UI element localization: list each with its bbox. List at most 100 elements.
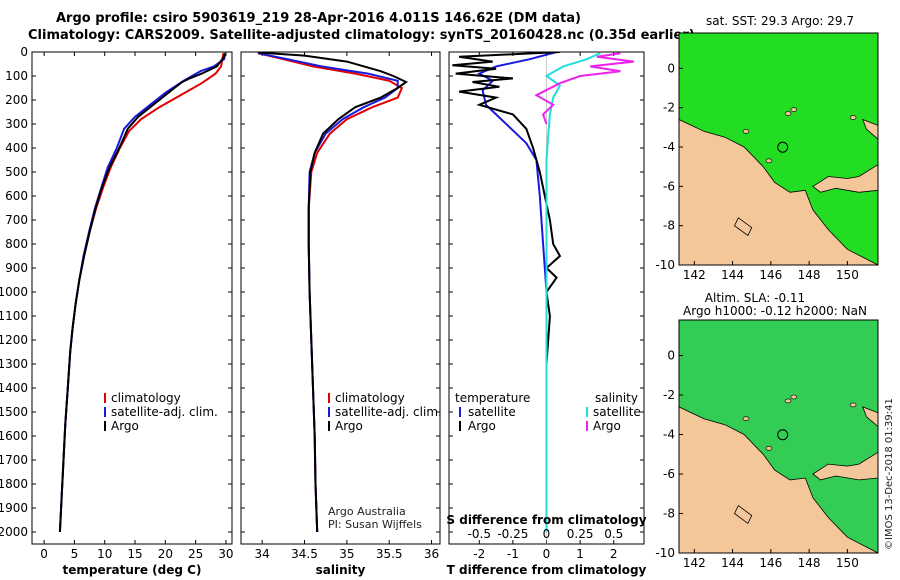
diff-legend-label: satellite xyxy=(593,405,641,419)
temperature-xtick-label: 25 xyxy=(188,547,203,561)
sst-land-0 xyxy=(679,119,878,265)
depth-tick-label: 1100 xyxy=(0,309,28,323)
figure-title-line2: Climatology: CARS2009. Satellite-adjuste… xyxy=(28,28,695,43)
depth-tick-label: 1900 xyxy=(0,501,28,515)
imos-timestamp: ©IMOS 13-Dec-2018 01:39:41 xyxy=(884,398,895,550)
sst-xtick-label: 150 xyxy=(836,268,859,282)
sst-ytick-label: -10 xyxy=(655,258,675,272)
sst-island xyxy=(790,107,798,112)
salinity-xtick-label: 34 xyxy=(255,547,270,561)
sla-xtick-label: 146 xyxy=(759,556,782,570)
sst-land-1 xyxy=(812,164,878,193)
temperature-axis-label: temperature (deg C) xyxy=(63,563,202,577)
depth-tick-label: 100 xyxy=(5,69,28,83)
temperature-xtick-label: 10 xyxy=(97,547,112,561)
depth-tick-label: 1400 xyxy=(0,381,28,395)
series-line-argo xyxy=(58,53,226,533)
figure-title-line1: Argo profile: csiro 5903619_219 28-Apr-2… xyxy=(56,11,581,26)
depth-tick-label: 600 xyxy=(5,189,28,203)
salinity-xtick-label: 35 xyxy=(339,547,354,561)
sst-land-3 xyxy=(733,217,753,237)
sla-ytick-label: 0 xyxy=(667,349,675,363)
sla-land-2 xyxy=(862,406,878,428)
sdiff-xtick-label: -0.25 xyxy=(497,527,528,541)
sla-argo-position-marker xyxy=(777,429,789,441)
sst-argo-position-marker xyxy=(777,141,789,153)
sst-xtick-label: 142 xyxy=(683,268,706,282)
depth-tick-label: 700 xyxy=(5,213,28,227)
temperature-series-group xyxy=(58,53,227,533)
temperature-xtick-label: 20 xyxy=(158,547,173,561)
map-layer xyxy=(678,32,879,554)
salinity-xtick-label: 36 xyxy=(424,547,439,561)
depth-tick-label: 2000 xyxy=(0,525,28,539)
sst-map-group xyxy=(679,107,878,265)
depth-tick-label: 1800 xyxy=(0,477,28,491)
difference-xtick-label: -1 xyxy=(507,547,519,561)
salinity-legend-label: climatology xyxy=(335,391,405,405)
sla-island xyxy=(790,394,798,400)
diff-legend-label: Argo xyxy=(593,419,621,433)
sdiff-xtick-label: 0 xyxy=(543,527,551,541)
sst-island xyxy=(784,111,792,116)
depth-tick-label: 300 xyxy=(5,117,28,131)
sla-frame xyxy=(678,319,879,554)
diff-legend-title-s: salinity xyxy=(595,391,638,405)
sla-ytick-label: -8 xyxy=(663,507,675,521)
sst-ytick-label: 0 xyxy=(667,61,675,75)
temperature-xtick-label: 30 xyxy=(218,547,233,561)
sst-map-title: sat. SST: 29.3 Argo: 29.7 xyxy=(706,14,854,28)
series-line-s-argo xyxy=(534,52,635,125)
sdiff-xtick-label: 0.5 xyxy=(604,527,623,541)
sla-land-0 xyxy=(679,406,878,553)
depth-tick-label: 500 xyxy=(5,165,28,179)
credit-line-1: Argo Australia xyxy=(328,505,406,518)
sdiff-axis-label: S difference from climatology xyxy=(446,513,646,527)
sst-ytick-label: -4 xyxy=(663,140,675,154)
sla-xtick-label: 142 xyxy=(683,556,706,570)
depth-tick-label: 0 xyxy=(20,45,28,59)
temperature-frame xyxy=(31,51,233,545)
depth-tick-label: 1600 xyxy=(0,429,28,443)
sst-xtick-label: 144 xyxy=(721,268,744,282)
temperature-legend-label: Argo xyxy=(111,419,139,433)
sst-frame xyxy=(678,32,879,266)
salinity-xtick-label: 34.5 xyxy=(291,547,318,561)
text-layer: 0100200300400500600700800900100011001200… xyxy=(0,14,867,577)
sla-ytick-label: -6 xyxy=(663,467,675,481)
sst-ytick-label: -2 xyxy=(663,101,675,115)
series-line-argo xyxy=(257,52,409,533)
sla-ytick-label: -10 xyxy=(655,546,675,560)
sla-map-title-2: Argo h1000: -0.12 h2000: NaN xyxy=(683,304,867,318)
sla-land-3 xyxy=(733,504,753,525)
credit-line-2: PI: Susan Wijffels xyxy=(328,518,422,531)
sla-island xyxy=(784,398,792,404)
temperature-legend-label: satellite-adj. clim. xyxy=(111,405,218,419)
depth-tick-label: 1300 xyxy=(0,357,28,371)
temperature-xtick-label: 15 xyxy=(127,547,142,561)
temperature-legend-label: climatology xyxy=(111,391,181,405)
salinity-xtick-label: 35.5 xyxy=(376,547,403,561)
depth-tick-label: 800 xyxy=(5,237,28,251)
difference-xtick-label: 2 xyxy=(610,547,618,561)
sla-map-title-1: Altim. SLA: -0.11 xyxy=(705,291,805,305)
sst-ytick-label: -6 xyxy=(663,179,675,193)
sla-ytick-label: -4 xyxy=(663,428,675,442)
sst-land-2 xyxy=(862,118,878,140)
depth-tick-label: 900 xyxy=(5,261,28,275)
sla-xtick-label: 144 xyxy=(721,556,744,570)
difference-series-group xyxy=(452,52,635,532)
sdiff-xtick-label: -0.5 xyxy=(468,527,491,541)
sst-xtick-label: 148 xyxy=(798,268,821,282)
sla-xtick-label: 150 xyxy=(836,556,859,570)
difference-xtick-label: 1 xyxy=(576,547,584,561)
credit-text: Argo Australia PI: Susan Wijffels xyxy=(328,505,422,531)
depth-tick-label: 1500 xyxy=(0,405,28,419)
sdiff-xtick-label: 0.25 xyxy=(567,527,594,541)
sla-land-1 xyxy=(812,451,878,481)
sla-map-group xyxy=(679,394,878,553)
temperature-xtick-label: 5 xyxy=(71,547,79,561)
series-line-t-argo xyxy=(452,52,562,532)
sst-island xyxy=(765,158,773,164)
sla-island xyxy=(742,416,750,422)
